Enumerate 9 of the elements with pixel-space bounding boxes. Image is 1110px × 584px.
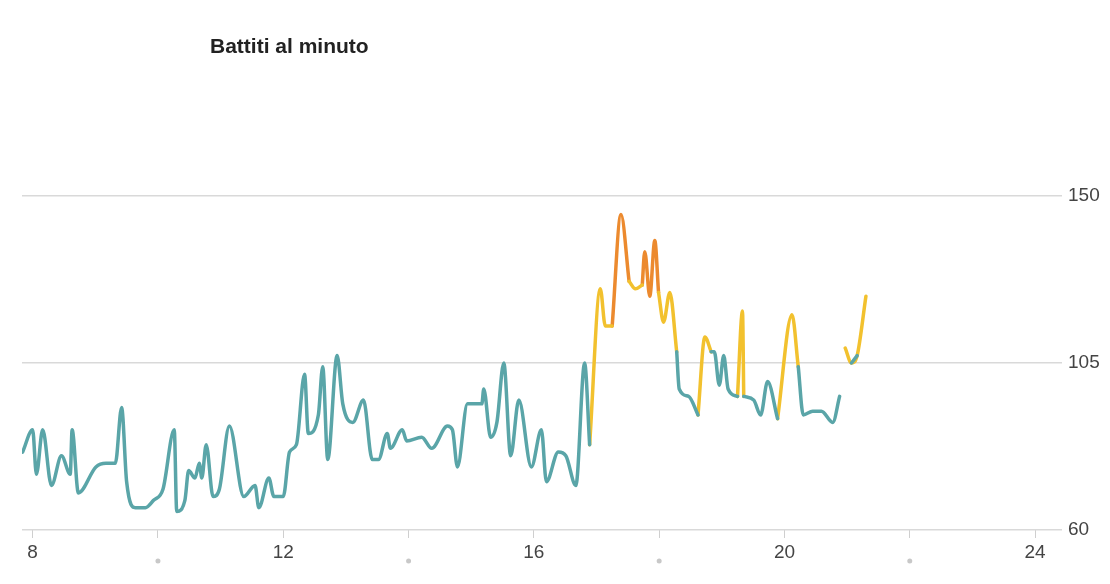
y-tick-label: 105 — [1068, 351, 1100, 373]
x-tick-label: 8 — [27, 540, 38, 562]
x-tick-label: 24 — [1024, 540, 1047, 562]
chart-title: Battiti al minuto — [210, 34, 369, 58]
x-tick-label: 12 — [272, 540, 294, 562]
x-tick-label: 20 — [773, 540, 796, 562]
x-tick-label: 16 — [523, 540, 545, 562]
y-tick-label: 150 — [1068, 184, 1100, 206]
y-tick-label: 60 — [1068, 518, 1090, 540]
